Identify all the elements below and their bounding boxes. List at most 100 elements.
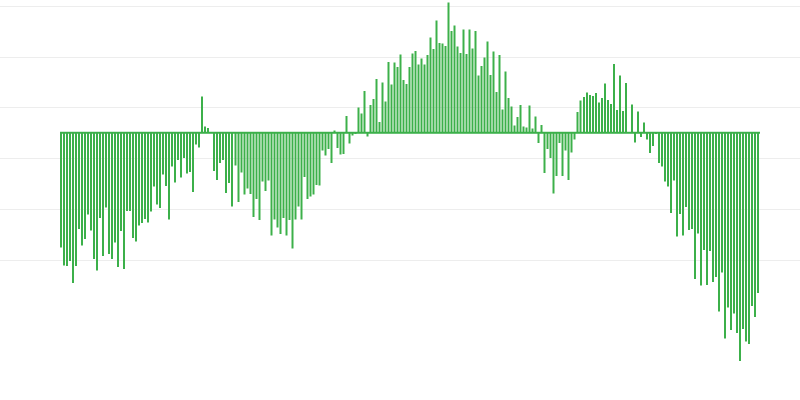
bar bbox=[696, 132, 699, 234]
bar bbox=[735, 132, 738, 333]
bar bbox=[585, 92, 588, 133]
bar bbox=[753, 132, 756, 318]
bar bbox=[135, 132, 138, 242]
bar bbox=[114, 132, 117, 243]
bar bbox=[621, 111, 624, 133]
bar bbox=[204, 126, 207, 133]
bar bbox=[540, 125, 543, 133]
bar bbox=[609, 103, 612, 133]
bar bbox=[579, 100, 582, 133]
bar bbox=[225, 132, 228, 193]
bar bbox=[369, 104, 372, 133]
bar bbox=[567, 132, 570, 180]
bar bbox=[192, 132, 195, 192]
bar bbox=[288, 132, 291, 220]
bar bbox=[687, 132, 690, 230]
bar bbox=[300, 132, 303, 220]
bar bbox=[552, 132, 555, 194]
baseline-band bbox=[60, 131, 760, 134]
bar bbox=[141, 132, 144, 224]
bar bbox=[429, 37, 432, 133]
bar bbox=[126, 132, 129, 212]
bar bbox=[183, 132, 186, 159]
bar bbox=[243, 132, 246, 195]
bar bbox=[378, 121, 381, 133]
bar bbox=[702, 132, 705, 250]
bar bbox=[219, 132, 222, 164]
bar bbox=[123, 132, 126, 270]
bar bbox=[393, 62, 396, 133]
bar bbox=[294, 132, 297, 220]
bar bbox=[531, 128, 534, 133]
bar bbox=[291, 132, 294, 249]
bar bbox=[336, 132, 339, 148]
bar bbox=[405, 84, 408, 133]
bar bbox=[252, 132, 255, 217]
bar bbox=[757, 132, 759, 294]
bar bbox=[75, 132, 78, 266]
bar bbox=[381, 82, 384, 133]
bar bbox=[387, 62, 390, 133]
bar bbox=[435, 20, 438, 133]
bar bbox=[186, 132, 189, 174]
bar bbox=[618, 75, 621, 133]
bar bbox=[564, 132, 567, 151]
bar bbox=[594, 92, 597, 133]
bar bbox=[432, 48, 435, 133]
bar bbox=[363, 91, 366, 133]
bar bbox=[591, 95, 594, 133]
bar bbox=[348, 132, 351, 144]
bar bbox=[495, 91, 498, 133]
bar bbox=[699, 132, 702, 286]
bar bbox=[732, 132, 735, 314]
bar bbox=[81, 132, 84, 246]
bar bbox=[267, 132, 270, 181]
bar bbox=[441, 43, 444, 133]
bar bbox=[279, 132, 282, 235]
bar bbox=[498, 54, 501, 133]
bar bbox=[726, 132, 729, 308]
bar bbox=[132, 132, 135, 238]
bar bbox=[612, 63, 615, 133]
bar bbox=[231, 132, 234, 207]
bar bbox=[153, 132, 156, 187]
bar bbox=[276, 132, 279, 228]
bar bbox=[588, 94, 591, 133]
bar bbox=[78, 132, 81, 229]
bar bbox=[324, 132, 327, 156]
bar bbox=[375, 78, 378, 133]
bar bbox=[159, 132, 162, 208]
bar bbox=[93, 132, 96, 259]
bar bbox=[330, 132, 333, 164]
bar bbox=[171, 132, 174, 167]
bar bbox=[99, 132, 102, 218]
bar bbox=[408, 66, 411, 133]
bar bbox=[315, 132, 318, 185]
bar bbox=[456, 46, 459, 133]
bar bbox=[525, 127, 528, 133]
bar bbox=[372, 99, 375, 133]
bar bbox=[438, 43, 441, 133]
bar bbox=[537, 132, 540, 144]
bar bbox=[237, 132, 240, 202]
bar bbox=[174, 132, 177, 183]
bar bbox=[357, 107, 360, 133]
bar bbox=[504, 71, 507, 133]
bar bbox=[318, 132, 321, 186]
bar bbox=[411, 53, 414, 133]
bar bbox=[150, 132, 153, 212]
bar bbox=[111, 132, 114, 260]
bar bbox=[249, 132, 252, 194]
bar bbox=[480, 66, 483, 133]
bar bbox=[603, 83, 606, 133]
bar bbox=[261, 132, 264, 182]
bar bbox=[600, 97, 603, 133]
bar bbox=[729, 132, 732, 330]
bar bbox=[195, 132, 198, 145]
bar bbox=[468, 29, 471, 133]
bar bbox=[558, 132, 561, 143]
bar bbox=[663, 132, 666, 182]
bar bbox=[528, 105, 531, 133]
